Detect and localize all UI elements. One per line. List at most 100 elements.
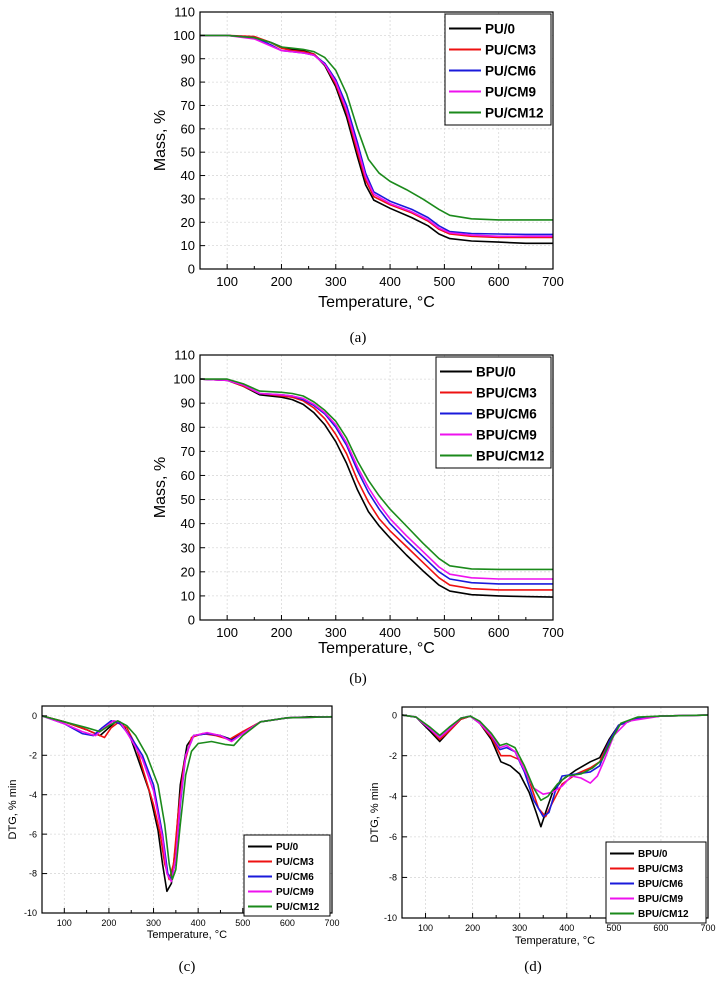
x-tick-label: 100 xyxy=(57,918,72,928)
y-tick-label: 10 xyxy=(181,238,195,253)
x-tick-label: 500 xyxy=(434,274,456,289)
series-line-bpu-0 xyxy=(200,378,553,598)
y-tick-label: 10 xyxy=(181,588,195,603)
x-axis-title: Temperature, °C xyxy=(318,294,435,311)
x-tick-label: 200 xyxy=(271,274,293,289)
x-tick-label: 400 xyxy=(191,918,206,928)
y-tick-label: -10 xyxy=(24,908,37,918)
x-tick-label: 400 xyxy=(559,923,574,933)
legend-label: BPU/0 xyxy=(638,849,668,860)
y-tick-label: -8 xyxy=(29,869,37,879)
legend-label: PU/CM12 xyxy=(276,902,320,913)
chart-c: 100 200 300 400 500 600 700 0 -2 -4 -6 -8 -10 Tempera… xyxy=(7,705,340,975)
x-tick-label: 100 xyxy=(418,923,433,933)
y-tick-label: 110 xyxy=(174,348,195,363)
x-axis-title: Temperature, °C xyxy=(515,935,595,947)
legend-label: PU/0 xyxy=(276,842,299,853)
x-axis: 100 200 300 400 500 600 700 xyxy=(199,264,564,289)
legend-label: BPU/CM9 xyxy=(638,894,683,905)
legend: PU/0 PU/CM3 PU/CM6 PU/CM9 PU/CM12 xyxy=(444,13,552,126)
x-tick-label: 300 xyxy=(325,625,347,640)
y-tick-label: -2 xyxy=(389,751,397,761)
legend-label: PU/0 xyxy=(485,21,515,36)
y-tick-label: 110 xyxy=(174,5,195,20)
y-tick-label: -4 xyxy=(389,791,397,801)
x-tick-label: 200 xyxy=(271,625,293,640)
y-tick-label: 50 xyxy=(181,145,195,160)
y-tick-label: 50 xyxy=(181,492,195,507)
figure-caption: (d) xyxy=(524,959,542,975)
legend: BPU/0 BPU/CM3 BPU/CM6 BPU/CM9 BPU/CM12 xyxy=(435,356,552,469)
y-tick-label: 20 xyxy=(181,564,195,579)
x-tick-label: 500 xyxy=(434,625,456,640)
y-axis: 0 10 20 30 40 50 60 70 80 90 100 110 xyxy=(173,348,205,628)
x-tick-label: 300 xyxy=(512,923,527,933)
series-line-bpu-cm12 xyxy=(200,378,553,571)
legend-label: PU/CM12 xyxy=(485,105,544,120)
y-tick-label: 20 xyxy=(181,215,195,230)
y-tick-label: 90 xyxy=(181,51,195,66)
y-tick-label: 60 xyxy=(181,121,195,136)
x-axis-title: Temperature, °C xyxy=(147,929,227,941)
y-tick-label: 40 xyxy=(181,516,195,531)
y-tick-label: 70 xyxy=(181,444,195,459)
legend-label: PU/CM9 xyxy=(276,887,314,898)
y-tick-label: -10 xyxy=(384,913,397,923)
x-tick-label: 700 xyxy=(324,918,339,928)
plot-frame xyxy=(401,706,709,919)
y-axis-title: Mass, % xyxy=(152,110,169,171)
legend-label: BPU/CM3 xyxy=(638,864,683,875)
x-tick-label: 400 xyxy=(379,274,401,289)
y-tick-label: 0 xyxy=(392,710,397,720)
x-tick-label: 600 xyxy=(280,918,295,928)
figure-caption: (c) xyxy=(179,959,196,975)
x-tick-label: 700 xyxy=(542,625,564,640)
y-tick-label: 80 xyxy=(181,420,195,435)
chart-b: 100 200 300 400 500 600 700 0 10 20 30 40 50 60 70 80 90… xyxy=(152,348,564,687)
series-group xyxy=(200,34,553,245)
y-tick-label: -6 xyxy=(29,829,37,839)
grid xyxy=(200,12,553,269)
chart-d: 100 200 300 400 500 600 700 0 -2 -4 -6 -8 -10 Tempera… xyxy=(369,706,716,975)
legend-label: BPU/CM9 xyxy=(476,427,537,442)
plot-frame xyxy=(199,11,554,270)
x-tick-label: 200 xyxy=(465,923,480,933)
legend-label: BPU/CM6 xyxy=(476,406,537,421)
y-axis-title: DTG, % min xyxy=(7,780,19,840)
x-tick-label: 600 xyxy=(653,923,668,933)
y-axis: 0 10 20 30 40 50 60 70 80 90 100 110 xyxy=(173,5,205,277)
y-tick-label: 0 xyxy=(32,711,37,721)
series-line-pu-cm12 xyxy=(42,715,332,881)
x-tick-label: 500 xyxy=(235,918,250,928)
y-tick-label: 30 xyxy=(181,540,195,555)
y-tick-label: 90 xyxy=(181,396,195,411)
plot-frame xyxy=(199,354,554,621)
plot-frame xyxy=(41,705,333,914)
y-tick-label: 80 xyxy=(181,75,195,90)
legend-label: BPU/CM12 xyxy=(638,909,689,920)
series-group xyxy=(42,715,332,893)
y-tick-label: 40 xyxy=(181,168,195,183)
y-tick-label: 30 xyxy=(181,191,195,206)
legend-label: PU/CM6 xyxy=(276,872,314,883)
y-tick-label: -6 xyxy=(389,832,397,842)
y-axis-title: DTG, % min xyxy=(369,783,381,843)
y-tick-label: 100 xyxy=(173,372,195,387)
series-line-pu-cm9 xyxy=(200,34,553,238)
x-tick-label: 700 xyxy=(700,923,715,933)
series-line-bpu-cm9 xyxy=(402,714,708,795)
y-axis-title: Mass, % xyxy=(152,457,169,518)
x-tick-label: 600 xyxy=(488,274,510,289)
y-tick-label: -2 xyxy=(29,750,37,760)
x-tick-label: 100 xyxy=(216,625,238,640)
y-tick-label: 100 xyxy=(173,28,195,43)
x-axis-title: Temperature, °C xyxy=(318,640,435,657)
figure-caption: (a) xyxy=(350,330,367,346)
legend: BPU/0 BPU/CM3 BPU/CM6 BPU/CM9 BPU/CM12 xyxy=(605,841,707,924)
legend-label: PU/CM3 xyxy=(485,42,536,57)
y-tick-label: 60 xyxy=(181,468,195,483)
x-tick-label: 300 xyxy=(146,918,161,928)
series-line-pu-cm12 xyxy=(200,34,553,221)
x-tick-label: 200 xyxy=(101,918,116,928)
